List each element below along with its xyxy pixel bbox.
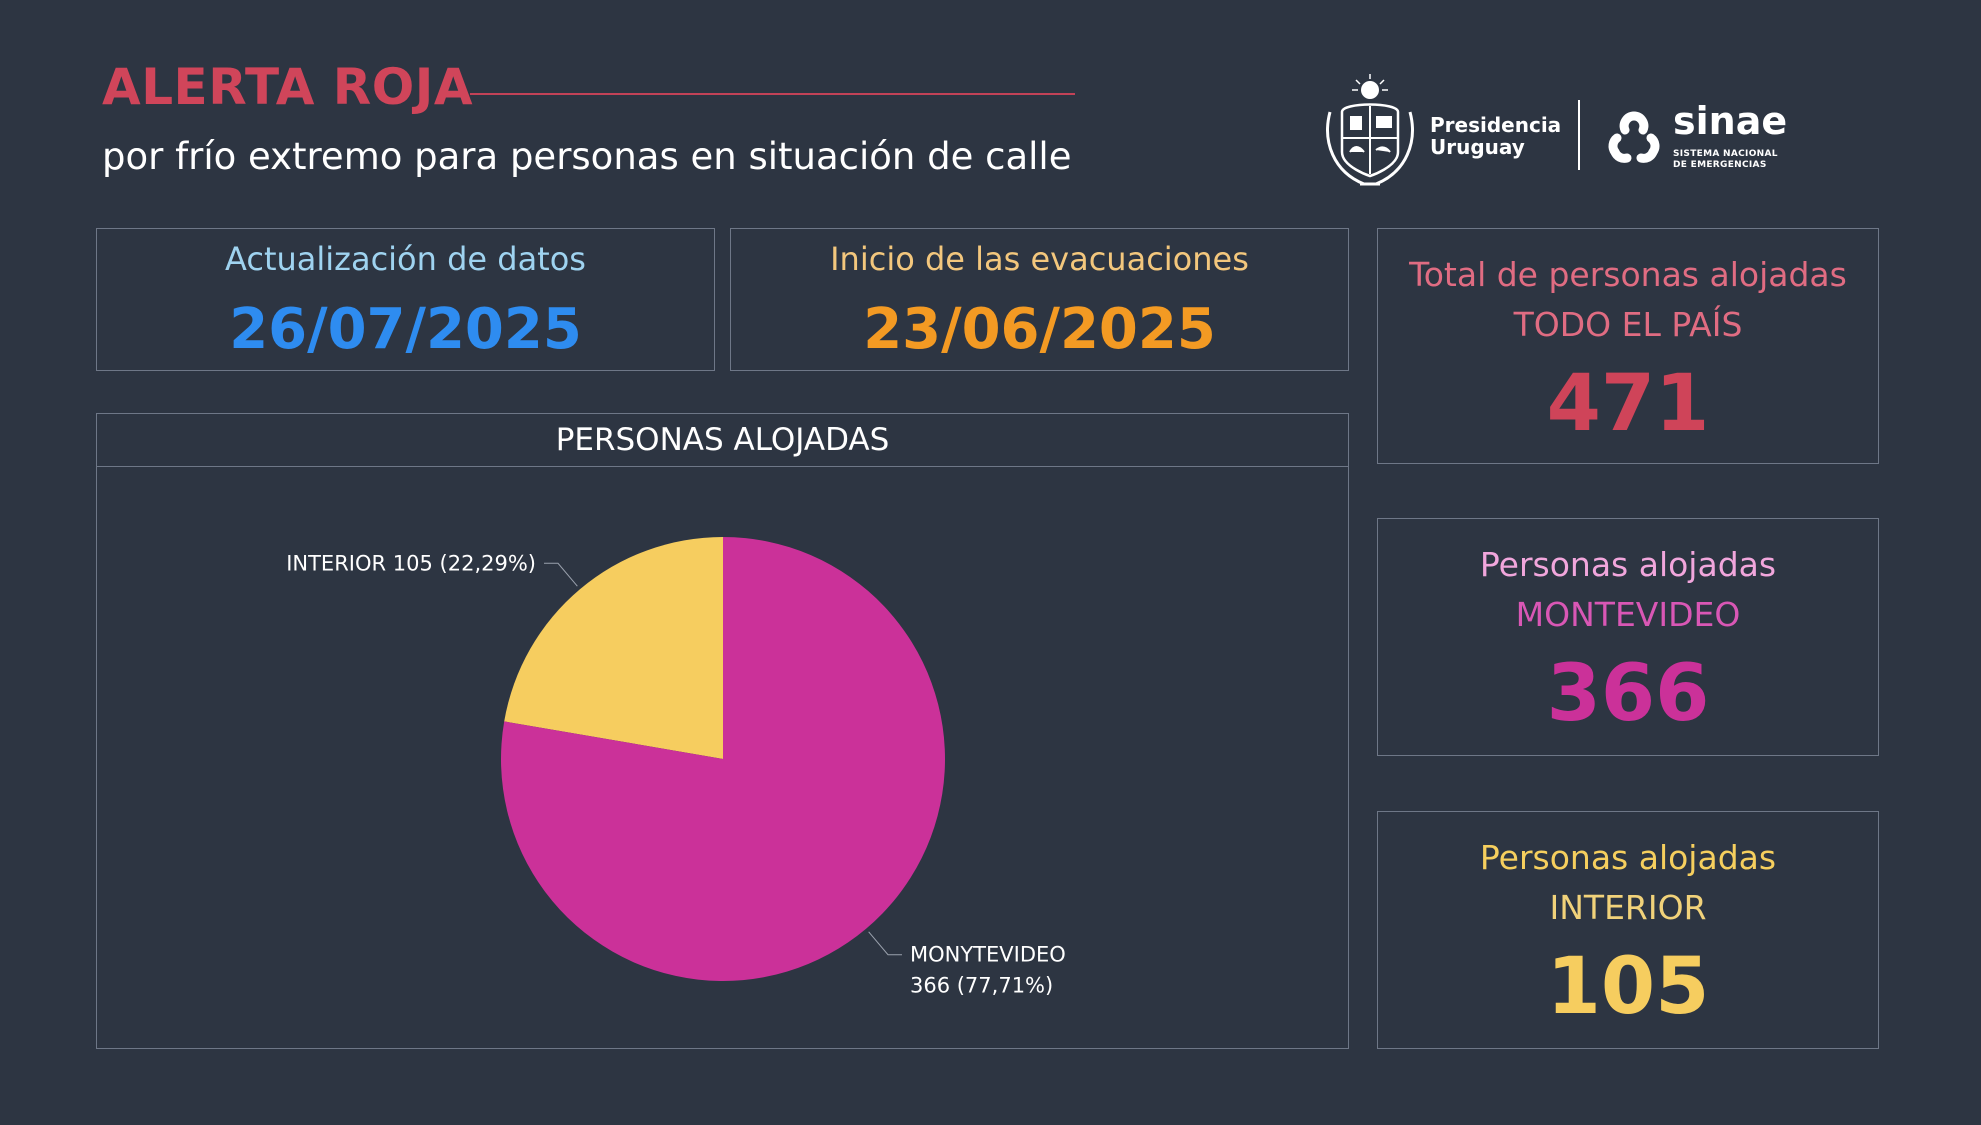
stat-value: 471 [1546, 359, 1710, 449]
stat-value: 366 [1546, 649, 1710, 739]
logo-divider [1578, 100, 1580, 170]
pie-slice-monytevideo [501, 537, 945, 981]
sinae-triangle-icon [1608, 111, 1660, 163]
pie-chart-card: PERSONAS ALOJADAS INTERIOR 105 (22,29%) M… [96, 413, 1349, 1049]
stat-card-interior: Personas alojadas INTERIOR 105 [1377, 811, 1879, 1049]
evacuation-start-card: Inicio de las evacuaciones 23/06/2025 [730, 228, 1349, 371]
pie-slice-interior [504, 537, 723, 759]
stat-region: INTERIOR [1549, 888, 1707, 927]
update-date-card: Actualización de datos 26/07/2025 [96, 228, 715, 371]
pie-label-monytevideo: 366 (77,71%) [910, 974, 1053, 998]
sinae-subtitle: SISTEMA NACIONAL DE EMERGENCIAS [1673, 149, 1778, 171]
pie-label-interior: INTERIOR 105 (22,29%) [286, 551, 536, 575]
sinae-sub-line2: DE EMERGENCIAS [1673, 160, 1767, 170]
update-date-value: 26/07/2025 [229, 297, 582, 362]
stat-value: 105 [1546, 942, 1710, 1032]
stat-title: Personas alojadas [1479, 838, 1777, 877]
page-subtitle: por frío extremo para personas en situac… [102, 135, 1072, 178]
stat-title: Total de personas alojadas [1409, 255, 1847, 294]
stat-region: MONTEVIDEO [1515, 595, 1741, 634]
evacuation-start-value: 23/06/2025 [863, 297, 1216, 362]
stat-card-montevideo: Personas alojadas MONTEVIDEO 366 [1377, 518, 1879, 756]
stat-region: TODO EL PAÍS [1513, 305, 1743, 344]
presidencia-logo-text: Presidencia Uruguay [1430, 114, 1561, 158]
chart-title: PERSONAS ALOJADAS [97, 414, 1348, 467]
update-date-label: Actualización de datos [225, 240, 586, 278]
presidencia-line2: Uruguay [1430, 135, 1525, 159]
sinae-sub-line1: SISTEMA NACIONAL [1673, 149, 1778, 159]
uruguay-coat-of-arms-icon [1326, 74, 1414, 186]
stat-card-total: Total de personas alojadas TODO EL PAÍS … [1377, 228, 1879, 464]
logo-area: Presidencia Uruguay sinae SISTEMA NACION… [1320, 72, 1787, 197]
page-title: ALERTA ROJA [102, 58, 474, 116]
sinae-logo-text: sinae [1673, 99, 1788, 143]
title-rule [470, 93, 1075, 95]
pie-label-leader [544, 562, 578, 587]
pie-label-leader [868, 931, 902, 956]
stat-title: Personas alojadas [1479, 545, 1777, 584]
pie-label-monytevideo: MONYTEVIDEO [910, 943, 1066, 967]
evacuation-start-label: Inicio de las evacuaciones [830, 240, 1249, 278]
presidencia-line1: Presidencia [1430, 113, 1562, 137]
pie-chart: INTERIOR 105 (22,29%) MONYTEVIDEO 366 (77,… [286, 537, 1066, 998]
